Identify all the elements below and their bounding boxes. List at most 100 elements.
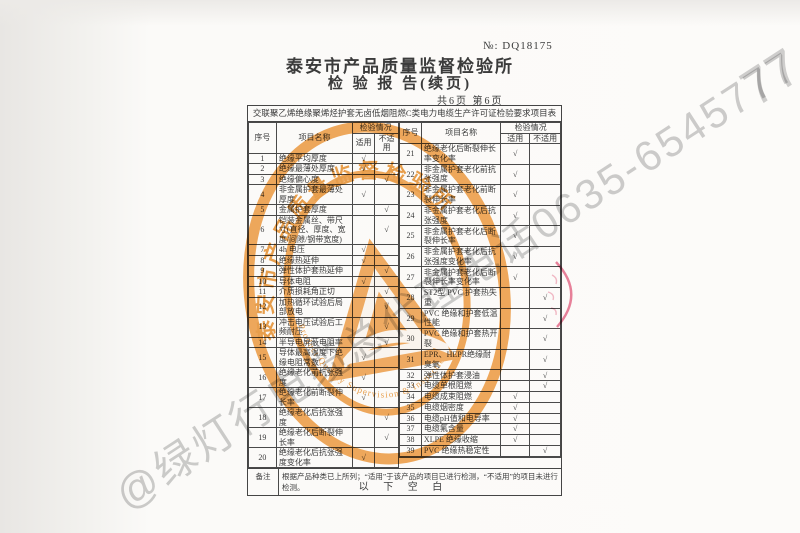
check-not-applicable bbox=[374, 184, 400, 205]
blank-below-note: 以 下 空 白 bbox=[358, 482, 449, 493]
table-row: 29 PVC 绝缘和护套低温性能 √ bbox=[399, 307, 561, 330]
row-seq: 31 bbox=[399, 348, 422, 371]
check-applicable bbox=[500, 455, 531, 459]
check-not-applicable bbox=[374, 244, 400, 256]
check-not-applicable: √ bbox=[374, 173, 400, 185]
row-item-name: XLPE 绝缘收缩 bbox=[420, 434, 502, 446]
row-item-name: 电缆pH值和电导率 bbox=[420, 412, 502, 425]
check-not-applicable bbox=[529, 143, 561, 165]
check-applicable bbox=[352, 204, 376, 216]
check-not-applicable bbox=[529, 412, 561, 425]
check-applicable: √ bbox=[352, 347, 376, 368]
col-header-item: 项目名称 bbox=[275, 122, 354, 154]
row-item-name: 绝缘老化前抗张强度 bbox=[275, 367, 354, 388]
row-seq: 36 bbox=[399, 412, 422, 425]
check-not-applicable bbox=[529, 204, 561, 227]
row-seq: 33 bbox=[399, 380, 422, 392]
check-applicable: √ bbox=[352, 254, 376, 266]
row-item-name: 非金属护套老化前抗张强度 bbox=[420, 163, 502, 186]
row-seq: 26 bbox=[399, 245, 422, 268]
table-row: 38 XLPE 绝缘收缩 √ bbox=[399, 434, 561, 446]
row-seq: 18 bbox=[248, 407, 277, 428]
organization-title: 泰安市产品质量监督检验所 bbox=[286, 57, 514, 76]
row-seq: 34 bbox=[399, 390, 422, 403]
check-applicable bbox=[500, 307, 531, 330]
row-item-name: 加热循环试验后局部放电 bbox=[275, 296, 354, 318]
check-not-applicable bbox=[374, 152, 400, 164]
row-seq: 20 bbox=[248, 447, 277, 468]
row-seq: 16 bbox=[248, 367, 277, 388]
page-count-info: 共6页 第6页 bbox=[437, 96, 504, 107]
check-applicable: √ bbox=[500, 434, 531, 446]
table-row: 19 绝缘老化后断裂伸长率 √ bbox=[248, 427, 400, 448]
check-applicable: √ bbox=[500, 225, 531, 247]
table-row: 16 绝缘老化前抗张强度 √ bbox=[248, 367, 400, 388]
check-applicable bbox=[352, 336, 376, 348]
table-row: 3 绝缘偏心度 √ bbox=[248, 173, 400, 185]
row-item-name: 绝缘老化前断裂伸长率 bbox=[275, 387, 354, 408]
check-applicable bbox=[500, 348, 531, 371]
check-applicable bbox=[352, 214, 376, 245]
check-not-applicable: √ bbox=[374, 286, 400, 298]
row-seq: 14 bbox=[248, 336, 277, 348]
row-seq: 24 bbox=[399, 204, 422, 227]
check-not-applicable bbox=[374, 254, 400, 266]
table-row: 8 绝缘热延伸 √ bbox=[248, 254, 400, 266]
table-row: 18 绝缘老化后抗张强度 √ bbox=[248, 407, 400, 428]
row-seq: 2 bbox=[248, 163, 277, 175]
table-row: 10 导体电阻 √ bbox=[248, 275, 400, 287]
col-header-seq: 序号 bbox=[399, 122, 422, 144]
table-row: 33 电缆单根阻燃 √ bbox=[399, 380, 561, 392]
check-applicable: √ bbox=[352, 163, 376, 175]
row-seq: 13 bbox=[248, 316, 277, 338]
row-seq: 29 bbox=[399, 307, 422, 330]
check-applicable: √ bbox=[352, 244, 376, 256]
check-applicable: √ bbox=[352, 387, 376, 408]
check-applicable bbox=[352, 316, 376, 338]
check-applicable bbox=[500, 444, 531, 457]
report-title: 检 验 报 告(续页) bbox=[327, 76, 473, 92]
check-not-applicable bbox=[529, 423, 561, 436]
row-item-name: 弹性体护套热延伸 bbox=[275, 265, 354, 277]
row-item-name: 非金属护套老化后断裂伸长率 bbox=[420, 225, 502, 247]
check-applicable: √ bbox=[352, 275, 376, 287]
check-not-applicable bbox=[374, 367, 400, 388]
document-number: №: DQ18175 bbox=[483, 40, 553, 52]
row-item-name: 绝缘老化后抗张强度 bbox=[275, 407, 354, 428]
row-item-name: 非金属护套老化前断裂伸长率 bbox=[420, 184, 502, 206]
table-row: 26 非金属护套老化后抗张强度变化率 √ bbox=[399, 245, 561, 268]
table-row: 21 绝缘老化后断裂伸长率变化率 √ bbox=[399, 143, 561, 165]
row-item-name: 弹性体护套浸油 bbox=[420, 369, 502, 382]
check-applicable: √ bbox=[500, 401, 531, 414]
check-applicable bbox=[500, 328, 531, 350]
col-header-not-applicable: 不适用 bbox=[529, 132, 561, 144]
row-item-name: 绝缘老化后断裂伸长率 bbox=[275, 427, 354, 448]
check-applicable: √ bbox=[500, 184, 531, 206]
row-seq: 28 bbox=[399, 287, 422, 309]
table-row: 39 PVC 绝缘热稳定性 √ bbox=[399, 444, 561, 457]
row-item-name: PVC 绝缘和护套热开裂 bbox=[420, 328, 502, 350]
table-row: 5 金属护套厚度 √ bbox=[248, 204, 400, 216]
check-applicable bbox=[500, 380, 531, 392]
table-row: 17 绝缘老化前断裂伸长率 √ bbox=[248, 387, 400, 408]
check-applicable: √ bbox=[352, 367, 376, 388]
col-header-status: 检验情况 bbox=[352, 122, 400, 134]
row-item-name: 导体电阻 bbox=[275, 275, 354, 287]
row-seq: 23 bbox=[399, 184, 422, 206]
table-row: 4 非金属护套最薄处厚度 √ bbox=[248, 184, 400, 205]
row-seq: 17 bbox=[248, 387, 277, 408]
col-header-applicable: 适用 bbox=[500, 132, 531, 144]
check-not-applicable: √ bbox=[374, 407, 400, 428]
check-not-applicable bbox=[529, 390, 561, 403]
check-applicable: √ bbox=[500, 390, 531, 403]
check-applicable: √ bbox=[352, 184, 376, 205]
table-title: 交联聚乙烯绝缘聚烯烃护套无卤低烟阻燃C类电力电缆生产许可证检验要求项目表 bbox=[248, 106, 561, 122]
row-item-name: PVC 绝缘和护套低温性能 bbox=[420, 307, 502, 330]
check-not-applicable: √ bbox=[529, 287, 561, 309]
table-row: 23 非金属护套老化前断裂伸长率 √ bbox=[399, 184, 561, 206]
check-applicable: √ bbox=[500, 266, 531, 289]
row-seq: 39 bbox=[399, 444, 422, 457]
row-item-name: 非金属护套最薄处厚度 bbox=[275, 184, 354, 205]
row-item-name: 绝缘偏心度 bbox=[275, 173, 354, 185]
